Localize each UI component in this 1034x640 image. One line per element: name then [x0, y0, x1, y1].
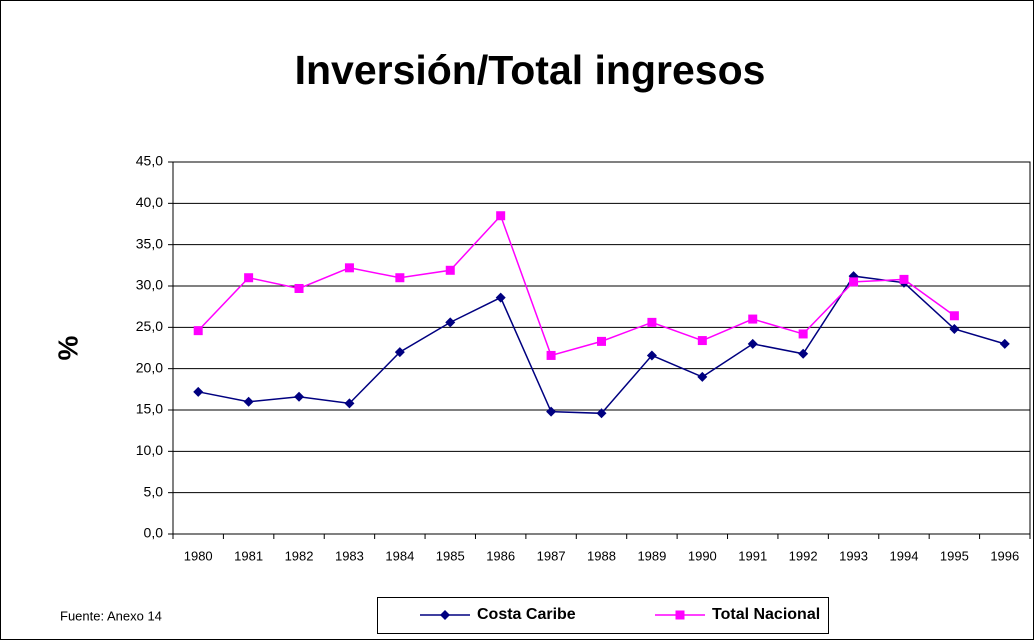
y-tick-label: 5,0 [144, 483, 164, 499]
marker [294, 283, 304, 293]
marker [546, 406, 557, 417]
marker [697, 336, 707, 346]
marker [243, 396, 254, 407]
x-tick-label: 1986 [486, 548, 515, 563]
marker [445, 265, 455, 275]
y-tick-label: 40,0 [136, 194, 163, 210]
y-axis-label: % [52, 335, 83, 360]
y-tick-label: 45,0 [136, 153, 163, 169]
y-tick-label: 20,0 [136, 359, 163, 375]
marker [395, 273, 405, 283]
y-tick-label: 25,0 [136, 318, 163, 334]
marker [495, 292, 506, 303]
series-line [197, 214, 955, 357]
marker [647, 317, 657, 327]
marker [344, 263, 354, 273]
marker [646, 350, 657, 361]
marker [244, 273, 254, 283]
legend-label: Total Nacional [712, 606, 820, 623]
marker [949, 323, 960, 334]
x-tick-label: 1994 [890, 548, 919, 563]
marker [394, 347, 405, 358]
x-tick-label: 1980 [184, 548, 213, 563]
y-tick-label: 15,0 [136, 401, 163, 417]
marker [344, 398, 355, 409]
x-tick-label: 1987 [537, 548, 566, 563]
y-tick-label: 30,0 [136, 277, 163, 293]
x-tick-label: 1983 [335, 548, 364, 563]
marker [193, 386, 204, 397]
marker [546, 350, 556, 360]
marker [849, 277, 859, 287]
x-tick-label: 1985 [436, 548, 465, 563]
y-tick-label: 35,0 [136, 235, 163, 251]
source-note: Fuente: Anexo 14 [60, 608, 162, 623]
marker [798, 348, 809, 359]
marker [675, 610, 685, 620]
marker [596, 408, 607, 419]
marker [999, 338, 1010, 349]
marker [193, 326, 203, 336]
marker [294, 391, 305, 402]
y-tick-label: 0,0 [144, 525, 164, 541]
marker [697, 371, 708, 382]
marker [496, 211, 506, 221]
chart-title: Inversión/Total ingresos [295, 47, 766, 93]
marker [798, 329, 808, 339]
x-tick-label: 1981 [234, 548, 263, 563]
legend-label: Costa Caribe [477, 606, 576, 623]
plot-area [172, 161, 1031, 535]
marker [748, 314, 758, 324]
x-tick-label: 1990 [688, 548, 717, 563]
x-tick-label: 1984 [385, 548, 414, 563]
x-tick-label: 1991 [738, 548, 767, 563]
x-tick-label: 1989 [637, 548, 666, 563]
marker [597, 336, 606, 346]
x-tick-label: 1988 [587, 548, 616, 563]
marker [440, 610, 450, 620]
x-tick-label: 1993 [839, 548, 868, 563]
x-tick-label: 1982 [285, 548, 314, 563]
x-tick-label: 1995 [940, 548, 969, 563]
marker [445, 317, 456, 328]
marker [949, 311, 959, 321]
marker [899, 274, 909, 284]
x-tick-label: 1996 [990, 548, 1019, 563]
marker [747, 338, 758, 349]
x-tick-label: 1992 [789, 548, 818, 563]
y-tick-label: 10,0 [136, 442, 163, 458]
